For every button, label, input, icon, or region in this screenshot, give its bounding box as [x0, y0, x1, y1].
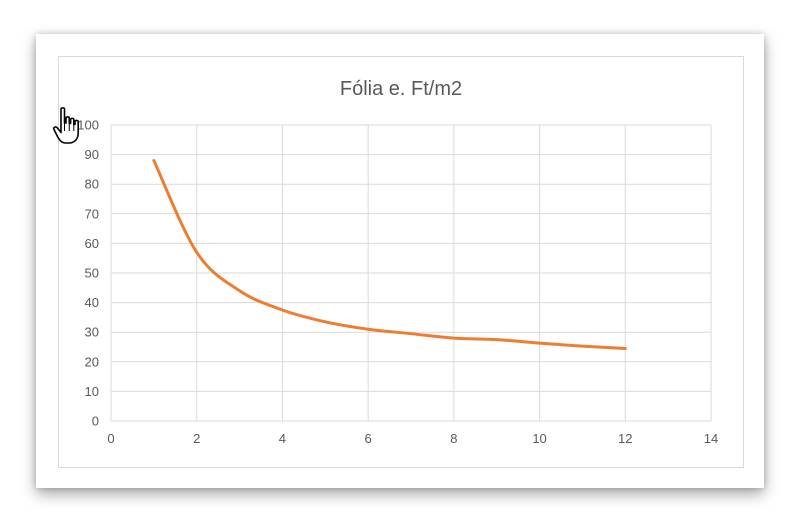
x-tick-label: 2 — [193, 431, 200, 446]
chart-title: Fólia e. Ft/m2 — [340, 78, 462, 100]
x-tick-label: 14 — [704, 431, 718, 446]
y-tick-label: 60 — [85, 236, 99, 251]
y-tick-label: 40 — [85, 295, 99, 310]
x-tick-label: 4 — [279, 431, 286, 446]
y-tick-label: 90 — [85, 147, 99, 162]
y-tick-label: 20 — [85, 354, 99, 369]
chart-card: Fólia e. Ft/m2 0 10 20 30 40 50 60 70 80 90 100 0 2 4… — [36, 34, 764, 488]
hand-pointer-icon — [53, 107, 79, 144]
y-tick-label: 30 — [85, 325, 99, 340]
x-tick-label: 8 — [450, 431, 457, 446]
y-tick-label: 100 — [77, 118, 99, 133]
y-tick-label: 70 — [85, 206, 99, 221]
x-tick-label: 6 — [365, 431, 372, 446]
x-tick-label: 10 — [532, 431, 546, 446]
tick-labels: 0 10 20 30 40 50 60 70 80 90 100 0 2 4 6 8 10 12 14 — [77, 118, 718, 447]
y-tick-label: 50 — [85, 266, 99, 281]
chart-area: Fólia e. Ft/m2 0 10 20 30 40 50 60 70 80 90 100 0 2 4… — [58, 56, 744, 468]
x-tick-label: 12 — [618, 431, 632, 446]
gridlines — [110, 124, 712, 422]
line-chart: Fólia e. Ft/m2 0 10 20 30 40 50 60 70 80 90 100 0 2 4… — [77, 78, 718, 447]
series-layer — [152, 159, 627, 350]
y-tick-label: 10 — [85, 384, 99, 399]
y-tick-label: 0 — [92, 414, 99, 429]
series-line-0 — [152, 159, 627, 350]
x-tick-label: 0 — [107, 431, 114, 446]
y-tick-label: 80 — [85, 177, 99, 192]
